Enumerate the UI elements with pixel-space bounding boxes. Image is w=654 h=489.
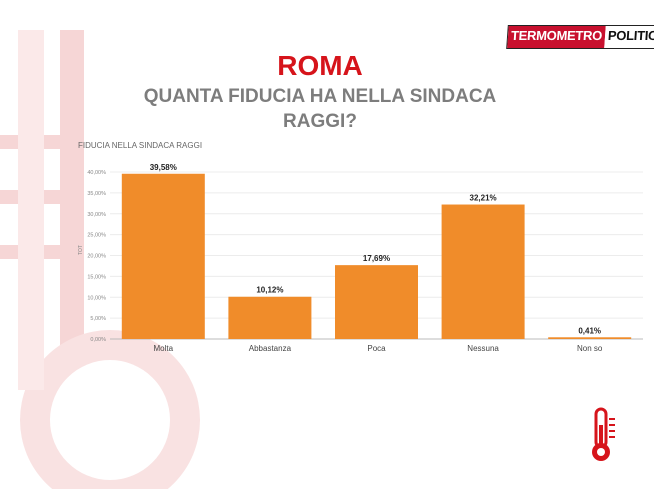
y-tick-label: 35,00% xyxy=(87,191,106,197)
thermometer-icon xyxy=(592,407,615,461)
y-tick-label: 0,00% xyxy=(90,337,106,343)
y-tick-label: 20,00% xyxy=(87,254,106,260)
bar xyxy=(228,296,312,339)
data-label: 39,58% xyxy=(150,163,177,172)
category-label: Non so xyxy=(577,344,603,353)
y-tick-label: 30,00% xyxy=(87,212,106,218)
category-label: Nessuna xyxy=(467,344,499,353)
data-label: 0,41% xyxy=(578,326,601,335)
page-title: ROMA xyxy=(277,50,363,81)
y-axis-label: TOT xyxy=(78,245,84,255)
category-label: Poca xyxy=(367,344,386,353)
bar xyxy=(335,265,418,339)
category-label: Abbastanza xyxy=(249,344,292,353)
bar xyxy=(441,204,525,339)
page-subtitle: QUANTA FIDUCIA HA NELLA SINDACA RAGGI? xyxy=(143,86,497,132)
data-label: 17,69% xyxy=(363,254,390,263)
y-tick-label: 40,00% xyxy=(87,170,106,176)
bar xyxy=(548,337,632,339)
y-tick-label: 5,00% xyxy=(90,316,106,322)
chart-title: FIDUCIA NELLA SINDACA RAGGI xyxy=(78,141,203,150)
y-tick-label: 15,00% xyxy=(87,274,106,280)
data-label: 32,21% xyxy=(470,194,497,203)
y-tick-label: 10,00% xyxy=(87,295,106,301)
bar xyxy=(121,173,205,339)
category-label: Molta xyxy=(154,344,174,353)
y-tick-label: 25,00% xyxy=(87,233,106,239)
data-label: 10,12% xyxy=(256,286,283,295)
